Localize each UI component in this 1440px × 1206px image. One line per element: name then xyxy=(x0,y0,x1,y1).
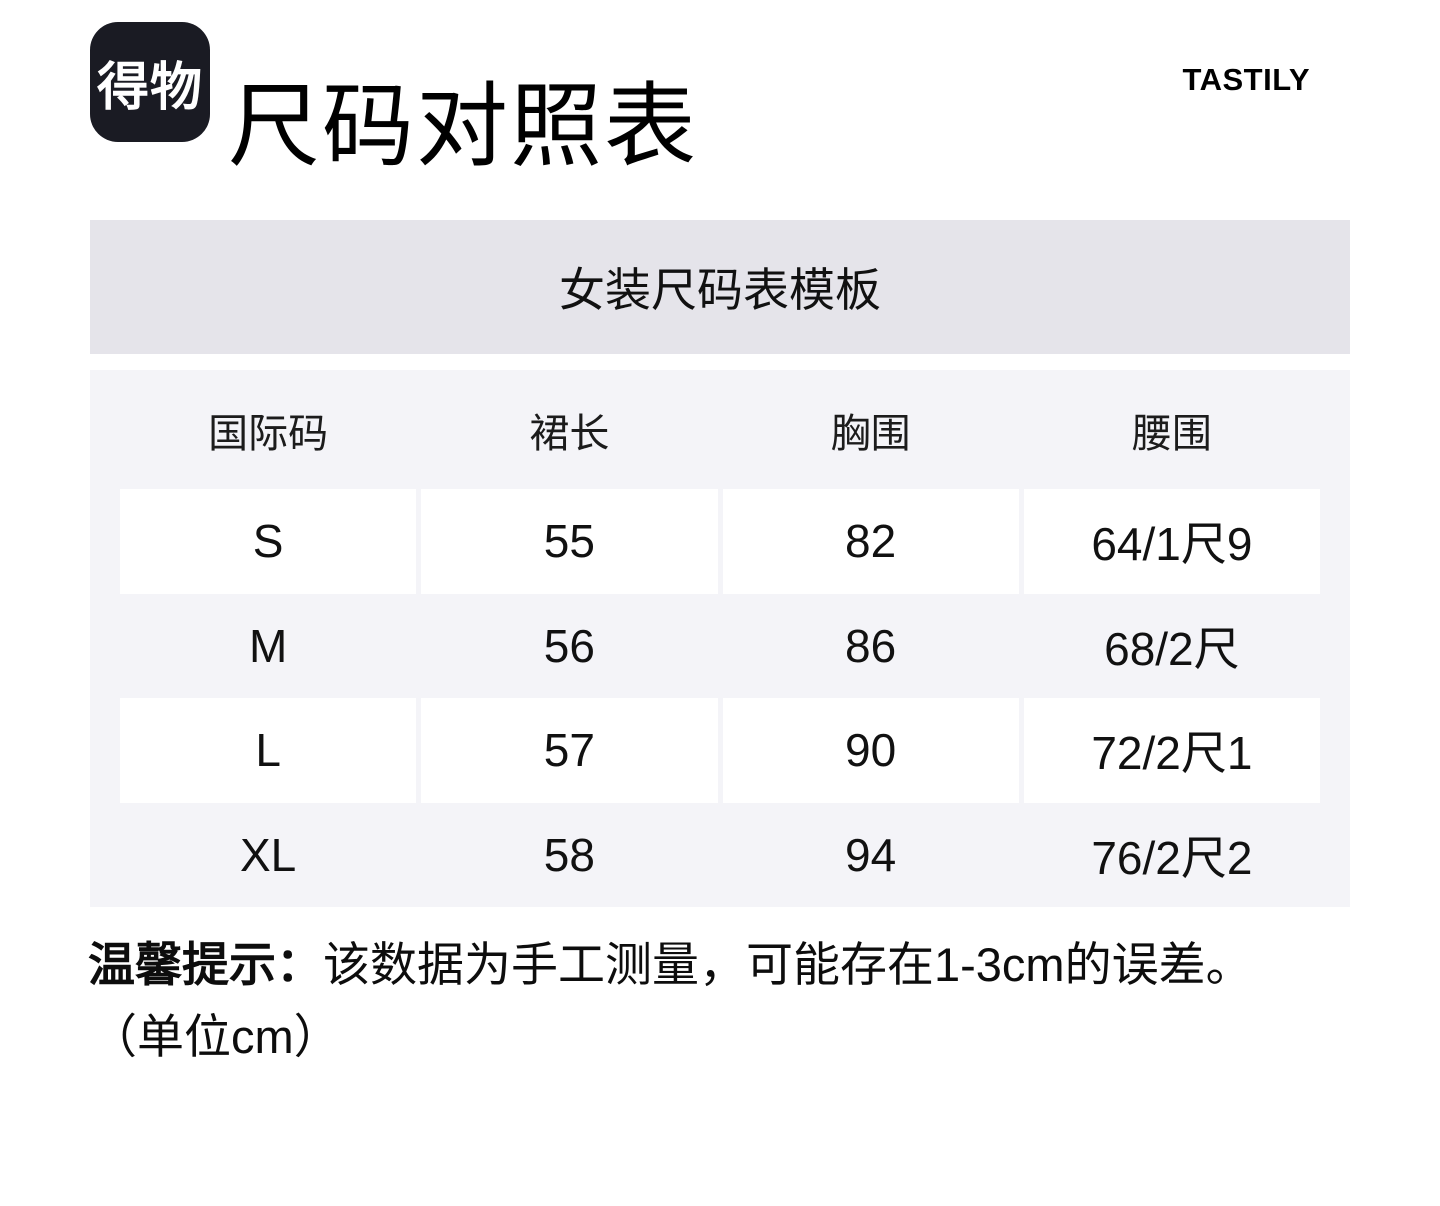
cell-bust: 86 xyxy=(845,619,897,672)
column-header-skirt-length: 裙长 xyxy=(529,411,610,456)
size-table: 国际码 裙长 胸围 腰围 S 55 82 64/1尺9 M 56 86 68/2… xyxy=(90,370,1350,907)
cell-waist: 68/2尺 xyxy=(1104,622,1240,675)
cell-waist: 72/2尺1 xyxy=(1023,698,1320,803)
measurement-note: 温馨提示：该数据为手工测量，可能存在1-3cm的误差。 xyxy=(88,926,1253,995)
cell-skirt-length: 55 xyxy=(421,489,718,594)
table-title: 女装尺码表模板 xyxy=(559,264,881,316)
cell-size: S xyxy=(120,489,417,594)
column-header-international-size: 国际码 xyxy=(208,411,329,456)
cell-size: L xyxy=(120,698,417,803)
cell-skirt-length: 56 xyxy=(543,619,595,672)
table-row-l: L 57 90 72/2尺1 xyxy=(120,698,1320,803)
column-header-waist: 腰围 xyxy=(1131,411,1212,456)
cell-skirt-length: 58 xyxy=(543,828,595,881)
brand-name: TASTILY xyxy=(1182,62,1310,97)
dewu-logo: 得物 xyxy=(90,22,210,142)
unit-note: （单位cm） xyxy=(90,1010,341,1063)
table-row-m: M 56 86 68/2尺 xyxy=(120,594,1320,699)
measurement-note-text: 该数据为手工测量，可能存在1-3cm的误差。 xyxy=(323,938,1253,991)
cell-waist: 76/2尺2 xyxy=(1091,831,1253,884)
cell-skirt-length: 57 xyxy=(421,698,718,803)
cell-waist: 64/1尺9 xyxy=(1023,489,1320,594)
cell-size: XL xyxy=(239,828,297,881)
cell-bust: 94 xyxy=(845,828,897,881)
cell-bust: 90 xyxy=(722,698,1019,803)
cell-size: M xyxy=(248,619,288,672)
table-row-xl: XL 58 94 76/2尺2 xyxy=(120,803,1320,908)
measurement-note-label: 温馨提示： xyxy=(88,938,323,991)
table-header-row: 国际码 裙长 胸围 腰围 xyxy=(120,370,1320,489)
cell-bust: 82 xyxy=(722,489,1019,594)
page-title: 尺码对照表 xyxy=(228,76,699,178)
dewu-logo-text: 得物 xyxy=(96,58,203,117)
column-header-bust: 胸围 xyxy=(830,411,911,456)
table-title-band: 女装尺码表模板 xyxy=(90,220,1350,354)
table-row-s: S 55 82 64/1尺9 xyxy=(120,489,1320,594)
